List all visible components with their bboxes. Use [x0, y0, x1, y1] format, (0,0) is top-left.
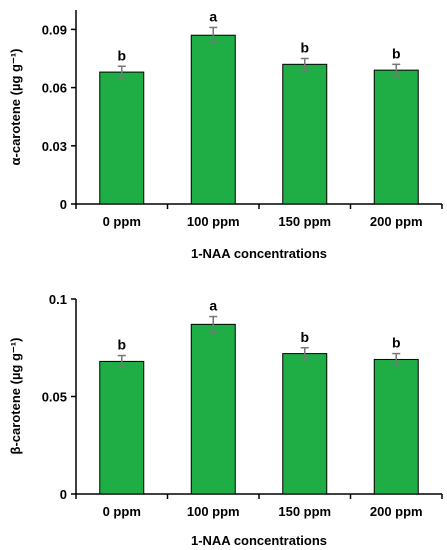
significance-letter: b: [117, 47, 126, 63]
bar-100-ppm: [190, 323, 236, 495]
y-tick-label: 0.06: [42, 81, 67, 96]
y-tick-label: 0.09: [42, 22, 67, 37]
y-axis-label: β-carotene (µg g⁻¹): [8, 338, 23, 455]
x-tick-label: 150 ppm: [278, 214, 331, 229]
beta-carotene-chart: 0 0.05 0.1 b 0 ppm a 100 ppm b 150 ppm b 200 ppm β…: [8, 292, 443, 548]
y-tick-label: 0.03: [42, 139, 67, 154]
significance-letter: b: [300, 40, 309, 56]
x-tick-label: 100 ppm: [187, 214, 240, 229]
x-tick-label: 0 ppm: [103, 504, 141, 519]
bar-150-ppm: [282, 63, 328, 205]
bar-100-ppm: [190, 34, 236, 205]
significance-letter: b: [392, 335, 401, 351]
y-tick-label: 0: [60, 197, 67, 212]
bar-0-ppm: [99, 71, 145, 205]
significance-letter: b: [392, 45, 401, 61]
y-tick-label: 0.05: [42, 390, 67, 405]
significance-letter: a: [209, 8, 217, 24]
x-tick-label: 150 ppm: [278, 504, 331, 519]
significance-letter: b: [300, 329, 309, 345]
bar-150-ppm: [282, 353, 328, 495]
bar-200-ppm: [373, 358, 419, 495]
x-axis-label: 1-NAA concentrations: [191, 246, 327, 261]
x-tick-label: 0 ppm: [103, 214, 141, 229]
significance-letter: a: [209, 298, 217, 314]
y-axis-label: α-carotene (µg g⁻¹): [8, 49, 23, 166]
y-tick-label: 0.1: [49, 292, 67, 307]
x-axis-label: 1-NAA concentrations: [191, 533, 327, 548]
x-tick-label: 200 ppm: [370, 504, 423, 519]
x-tick-label: 200 ppm: [370, 214, 423, 229]
x-tick-label: 100 ppm: [187, 504, 240, 519]
alpha-carotene-chart: 0 0.03 0.06 0.09 b 0 ppm a 100 ppm b 150 ppm b 200 …: [8, 8, 443, 261]
bar-0-ppm: [99, 360, 145, 495]
y-tick-label: 0: [60, 487, 67, 502]
significance-letter: b: [117, 337, 126, 353]
bar-200-ppm: [373, 69, 419, 205]
